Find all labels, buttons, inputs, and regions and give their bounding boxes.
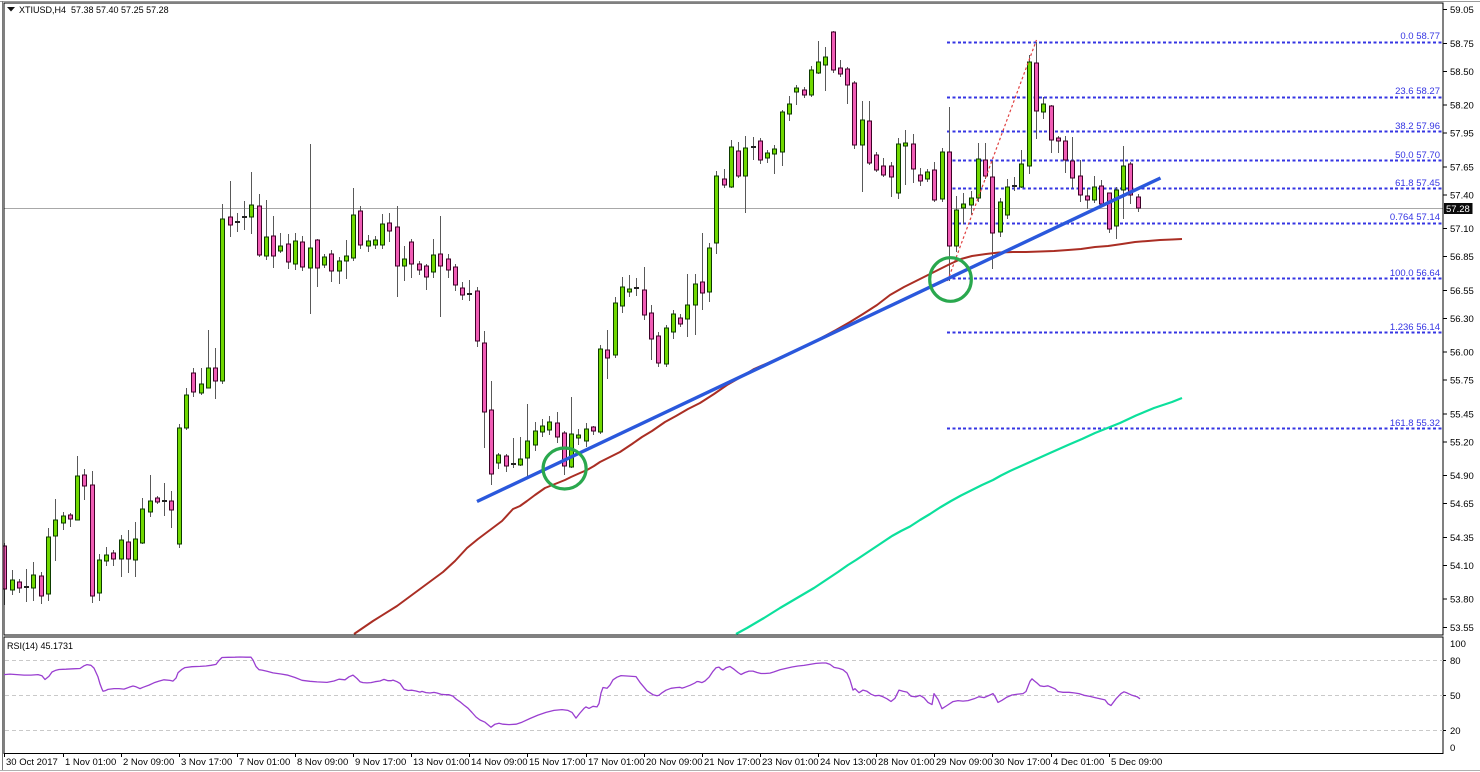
- svg-text:53.80: 53.80: [1450, 595, 1474, 606]
- svg-text:24 Nov 13:00: 24 Nov 13:00: [820, 757, 877, 768]
- svg-text:0.0 58.77: 0.0 58.77: [1400, 31, 1440, 42]
- svg-text:58.20: 58.20: [1450, 101, 1474, 112]
- svg-text:161.8 55.32: 161.8 55.32: [1390, 418, 1440, 429]
- svg-text:57.40: 57.40: [1450, 190, 1474, 201]
- svg-text:XTIUSD,H4 57.38 57.40 57.25 5: XTIUSD,H4 57.38 57.40 57.25 57.28: [19, 5, 169, 15]
- svg-text:54.10: 54.10: [1450, 561, 1474, 572]
- svg-text:55.75: 55.75: [1450, 376, 1474, 387]
- svg-text:53.55: 53.55: [1450, 623, 1474, 634]
- svg-text:2 Nov 09:00: 2 Nov 09:00: [123, 757, 174, 768]
- svg-text:0.764 57.14: 0.764 57.14: [1390, 212, 1440, 223]
- svg-text:50.0 57.70: 50.0 57.70: [1395, 150, 1440, 161]
- svg-text:3 Nov 17:00: 3 Nov 17:00: [181, 757, 232, 768]
- svg-text:56.00: 56.00: [1450, 348, 1474, 359]
- svg-text:100: 100: [1450, 639, 1466, 650]
- svg-text:1.236 56.14: 1.236 56.14: [1390, 322, 1440, 333]
- svg-text:56.85: 56.85: [1450, 252, 1474, 263]
- svg-text:58.50: 58.50: [1450, 67, 1474, 78]
- svg-text:57.28: 57.28: [1446, 204, 1470, 215]
- svg-text:23 Nov 01:00: 23 Nov 01:00: [762, 757, 819, 768]
- svg-text:8 Nov 09:00: 8 Nov 09:00: [297, 757, 348, 768]
- svg-text:30 Nov 17:00: 30 Nov 17:00: [994, 757, 1051, 768]
- svg-text:20 Nov 09:00: 20 Nov 09:00: [646, 757, 703, 768]
- svg-text:50: 50: [1450, 691, 1461, 702]
- svg-text:RSI(14) 45.1731: RSI(14) 45.1731: [7, 641, 73, 651]
- svg-text:54.35: 54.35: [1450, 533, 1474, 544]
- svg-text:59.05: 59.05: [1450, 5, 1474, 16]
- svg-text:54.90: 54.90: [1450, 471, 1474, 482]
- svg-text:55.20: 55.20: [1450, 438, 1474, 449]
- svg-text:100.0 56.64: 100.0 56.64: [1390, 268, 1440, 279]
- svg-text:5 Dec 09:00: 5 Dec 09:00: [1111, 757, 1162, 768]
- svg-text:4 Dec 01:00: 4 Dec 01:00: [1053, 757, 1104, 768]
- svg-text:13 Nov 01:00: 13 Nov 01:00: [413, 757, 470, 768]
- svg-text:80: 80: [1450, 656, 1461, 667]
- svg-text:0: 0: [1450, 743, 1455, 754]
- svg-text:9 Nov 17:00: 9 Nov 17:00: [355, 757, 406, 768]
- svg-text:57.95: 57.95: [1450, 129, 1474, 140]
- svg-text:29 Nov 09:00: 29 Nov 09:00: [936, 757, 993, 768]
- svg-text:61.8 57.45: 61.8 57.45: [1395, 178, 1440, 189]
- svg-text:56.30: 56.30: [1450, 314, 1474, 325]
- svg-text:17 Nov 01:00: 17 Nov 01:00: [588, 757, 645, 768]
- svg-text:57.10: 57.10: [1450, 224, 1474, 235]
- svg-text:14 Nov 09:00: 14 Nov 09:00: [471, 757, 528, 768]
- svg-text:38.2 57.96: 38.2 57.96: [1395, 121, 1440, 132]
- svg-text:21 Nov 17:00: 21 Nov 17:00: [704, 757, 761, 768]
- svg-text:7 Nov 01:00: 7 Nov 01:00: [239, 757, 290, 768]
- svg-text:15 Nov 17:00: 15 Nov 17:00: [529, 757, 586, 768]
- svg-text:30 Oct 2017: 30 Oct 2017: [6, 757, 58, 768]
- svg-text:58.75: 58.75: [1450, 39, 1474, 50]
- svg-text:57.65: 57.65: [1450, 162, 1474, 173]
- svg-text:1 Nov 01:00: 1 Nov 01:00: [65, 757, 116, 768]
- svg-text:20: 20: [1450, 726, 1461, 737]
- svg-text:54.65: 54.65: [1450, 499, 1474, 510]
- svg-text:55.45: 55.45: [1450, 409, 1474, 420]
- svg-text:28 Nov 01:00: 28 Nov 01:00: [878, 757, 935, 768]
- svg-text:23.6 58.27: 23.6 58.27: [1395, 86, 1440, 97]
- svg-text:56.55: 56.55: [1450, 286, 1474, 297]
